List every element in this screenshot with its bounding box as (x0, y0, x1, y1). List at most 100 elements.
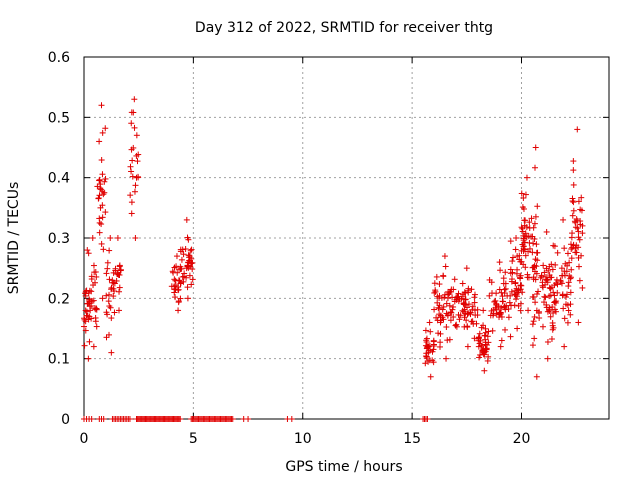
data-point (529, 249, 536, 256)
data-point (455, 298, 462, 305)
data-point (531, 220, 538, 227)
data-point (180, 278, 187, 285)
data-point (551, 306, 558, 313)
data-point (502, 326, 509, 333)
data-point (447, 288, 454, 295)
data-point (497, 309, 504, 316)
data-point (92, 314, 99, 321)
data-point (126, 416, 133, 422)
data-point (523, 174, 530, 181)
data-point (103, 309, 110, 316)
data-point (135, 151, 142, 158)
y-axis-label: SRMTID / TECUs (6, 182, 22, 295)
data-point (440, 303, 447, 310)
data-point (175, 287, 182, 294)
x-tick-label: 20 (513, 431, 531, 447)
data-point (530, 274, 537, 281)
data-point (108, 349, 115, 356)
data-point (177, 416, 184, 422)
data-point (128, 199, 135, 206)
data-point (169, 268, 176, 275)
data-point (177, 279, 184, 286)
x-tick-label: 5 (189, 431, 198, 447)
data-point (531, 235, 538, 242)
data-point (426, 319, 433, 326)
data-point (547, 285, 554, 292)
data-point (104, 265, 111, 272)
data-point (422, 327, 429, 334)
data-point (518, 247, 525, 254)
data-point (175, 307, 182, 314)
data-point (534, 249, 541, 256)
data-point (99, 129, 106, 136)
data-point (82, 327, 89, 334)
data-point (459, 293, 466, 300)
data-point (499, 298, 506, 305)
data-point (431, 306, 438, 313)
data-point (172, 294, 179, 301)
data-point (528, 215, 535, 222)
data-point (557, 277, 564, 284)
data-point (449, 306, 456, 313)
data-point (101, 189, 108, 196)
data-point (189, 276, 196, 283)
data-point (453, 294, 460, 301)
data-point (448, 309, 455, 316)
data-point (485, 353, 492, 360)
data-point (131, 96, 138, 103)
data-point (110, 285, 117, 292)
data-point (570, 158, 577, 165)
data-point (541, 293, 548, 300)
data-point (455, 290, 462, 297)
data-point (531, 262, 538, 269)
data-point (481, 367, 488, 374)
data-point (517, 307, 524, 314)
data-point (178, 256, 185, 263)
data-point (533, 373, 540, 380)
data-point (462, 289, 469, 296)
data-point (462, 296, 469, 303)
data-point (480, 307, 487, 314)
data-point (513, 235, 520, 241)
data-point (433, 314, 440, 321)
data-point (522, 191, 529, 198)
data-point (424, 343, 431, 350)
data-point (463, 265, 470, 272)
data-point (106, 276, 113, 283)
data-point (98, 102, 105, 109)
data-point (83, 308, 90, 315)
data-point (117, 267, 124, 274)
data-point (552, 261, 559, 268)
data-point (82, 307, 89, 314)
data-point (486, 292, 493, 299)
data-point (438, 317, 445, 324)
data-point (567, 311, 574, 318)
data-point (177, 295, 184, 302)
data-point (561, 245, 568, 252)
data-point (569, 198, 576, 205)
data-point (549, 326, 556, 333)
data-point (81, 323, 88, 330)
data-point (532, 213, 539, 220)
data-point (544, 308, 551, 315)
y-tick-label: 0.4 (48, 171, 70, 187)
data-point (488, 279, 495, 286)
data-point (88, 273, 95, 280)
data-point (434, 293, 441, 300)
data-point (566, 272, 573, 279)
data-point (446, 302, 453, 309)
data-point (185, 264, 192, 271)
data-point (544, 279, 551, 286)
data-point (441, 253, 448, 260)
data-point (484, 333, 491, 340)
data-point (99, 171, 106, 178)
data-point (559, 272, 566, 279)
data-point (535, 308, 542, 315)
data-point (489, 327, 496, 334)
data-point (446, 290, 453, 297)
data-point (502, 280, 509, 287)
data-point (509, 258, 516, 265)
data-point (173, 253, 180, 260)
data-point (519, 289, 526, 296)
